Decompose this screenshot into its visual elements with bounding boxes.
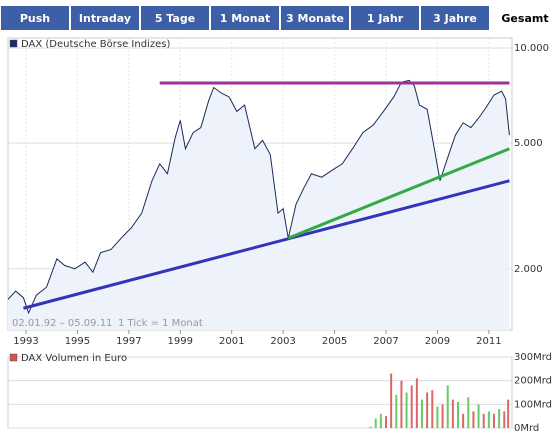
volume-bar	[507, 399, 510, 428]
y-tick-label: 2.000	[514, 264, 543, 275]
tab[interactable]	[281, 6, 349, 30]
y-tick-label: 200Mrd	[514, 376, 552, 387]
x-tick-label: 1993	[13, 336, 38, 347]
x-tick-label: 2001	[219, 336, 244, 347]
tab-label[interactable]: Intraday	[79, 12, 131, 25]
volume-bar	[467, 397, 470, 428]
volume-bar	[493, 413, 495, 428]
x-tick-label: 1995	[65, 336, 90, 347]
volume-bar	[436, 406, 439, 428]
annotation: 02.01.92 – 05.09.11	[12, 318, 112, 329]
trend-line	[23, 179, 510, 310]
volume-bar	[477, 404, 480, 428]
volume-bar	[369, 426, 372, 428]
volume-bar	[451, 399, 454, 428]
volume-bar	[498, 409, 501, 428]
tab-label[interactable]: 1 Jahr	[367, 12, 404, 25]
volume-bar	[426, 392, 429, 428]
volume-bar	[395, 394, 398, 428]
tab[interactable]	[71, 6, 139, 30]
tab[interactable]	[351, 6, 419, 30]
tab[interactable]	[491, 6, 559, 30]
volume-bar	[462, 413, 465, 428]
volume-bar	[487, 411, 490, 428]
y-tick-label: 300Mrd	[514, 352, 552, 363]
volume-bar	[405, 392, 408, 428]
plot-frame	[7, 356, 513, 429]
annotation: 1 Tick = 1 Monat	[118, 318, 203, 329]
tab-label[interactable]: 1 Monat	[220, 12, 271, 25]
tab[interactable]	[211, 6, 279, 30]
y-tick-label: 0Mrd	[514, 423, 539, 434]
volume-bar	[415, 378, 418, 428]
tab[interactable]	[141, 6, 209, 30]
legend-swatch	[9, 39, 18, 48]
tab[interactable]	[1, 6, 69, 30]
tab-label[interactable]: 3 Monate	[286, 12, 344, 25]
volume-bar	[457, 401, 459, 428]
price-line	[7, 79, 510, 315]
volume-bar	[385, 416, 387, 428]
volume-bar	[503, 411, 506, 428]
trend-line	[287, 147, 510, 240]
y-tick-label: 5.000	[514, 138, 543, 149]
legend-label: DAX (Deutsche Börse Indizes)	[21, 39, 170, 50]
volume-bar	[390, 373, 393, 428]
y-tick-label: 100Mrd	[514, 399, 552, 410]
volume-bar	[379, 413, 382, 428]
x-tick-label: 1997	[116, 336, 141, 347]
legend-label: DAX Volumen in Euro	[21, 353, 127, 364]
volume-bar	[374, 418, 377, 428]
x-tick-label: 1999	[168, 336, 193, 347]
tab-label[interactable]: Push	[20, 12, 50, 25]
tab-label[interactable]: 5 Tage	[155, 12, 195, 25]
volume-bar	[446, 385, 449, 428]
y-tick-label: 10.000	[514, 43, 549, 54]
volume-bar	[431, 390, 434, 428]
x-tick-label: 2003	[270, 336, 295, 347]
volume-bar	[441, 404, 444, 428]
area	[8, 80, 510, 330]
volume-bar	[410, 385, 413, 428]
legend-swatch	[9, 353, 18, 362]
x-tick-label: 2011	[476, 336, 501, 347]
volume-bar	[421, 399, 423, 428]
tab-label[interactable]: Gesamt	[501, 12, 548, 25]
tab-label[interactable]: 3 Jahre	[433, 12, 477, 25]
volume-bar	[482, 413, 485, 428]
volume-bar	[472, 411, 475, 428]
tab[interactable]	[421, 6, 489, 30]
x-tick-label: 2007	[373, 336, 398, 347]
x-tick-label: 2005	[322, 336, 347, 347]
x-tick-label: 2009	[425, 336, 450, 347]
volume-bar	[400, 380, 403, 428]
